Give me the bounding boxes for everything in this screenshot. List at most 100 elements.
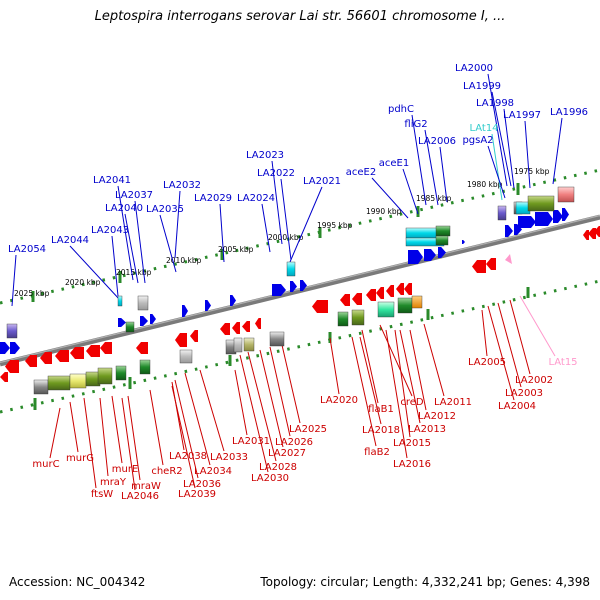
- gene-label-la2054[interactable]: LA2054: [8, 244, 46, 255]
- gene-block-purple[interactable]: [497, 205, 507, 221]
- gene-label-la2044[interactable]: LA2044: [51, 235, 89, 246]
- forward-gene-arrow[interactable]: [505, 225, 513, 237]
- gene-block-olive[interactable]: [351, 309, 365, 326]
- forward-gene-arrow[interactable]: [562, 208, 569, 221]
- gene-label-la2011[interactable]: LA2011: [434, 397, 472, 408]
- gene-block-yellow[interactable]: [69, 373, 87, 389]
- reverse-gene-arrow[interactable]: [55, 350, 69, 362]
- forward-gene-arrow[interactable]: [408, 250, 423, 264]
- gene-block-green[interactable]: [337, 311, 349, 327]
- gene-label-la2037[interactable]: LA2037: [115, 190, 153, 201]
- gene-label-la2027[interactable]: LA2027: [268, 448, 306, 459]
- gene-label-la2041[interactable]: LA2041: [93, 175, 131, 186]
- gene-block-gray[interactable]: [33, 379, 49, 395]
- gene-block-lightgray[interactable]: [137, 295, 149, 311]
- gene-block-khaki[interactable]: [243, 337, 255, 352]
- gene-block-olive[interactable]: [47, 375, 71, 391]
- gene-label-la2046[interactable]: LA2046: [121, 491, 159, 502]
- forward-gene-arrow[interactable]: [272, 284, 286, 296]
- gene-label-la1999[interactable]: LA1999: [463, 81, 501, 92]
- gene-label-mray[interactable]: mraY: [100, 477, 127, 488]
- gene-block-orange[interactable]: [411, 295, 423, 309]
- reverse-gene-arrow[interactable]: [340, 294, 350, 306]
- reverse-gene-arrow[interactable]: [386, 285, 394, 297]
- gene-label-la2006[interactable]: LA2006: [418, 136, 456, 147]
- reverse-gene-arrow[interactable]: [486, 258, 496, 270]
- gene-label-la1996[interactable]: LA1996: [550, 107, 588, 118]
- forward-gene-arrow[interactable]: [140, 316, 148, 326]
- gene-label-lat15[interactable]: LAt15: [548, 357, 577, 368]
- reverse-gene-arrow[interactable]: [70, 347, 84, 359]
- gene-label-la2038[interactable]: LA2038: [169, 451, 207, 462]
- reverse-gene-arrow[interactable]: [242, 321, 250, 332]
- reverse-gene-arrow[interactable]: [220, 323, 230, 335]
- reverse-gene-arrow[interactable]: [594, 226, 600, 237]
- gene-label-la2028[interactable]: LA2028: [259, 462, 297, 473]
- gene-label-la2040[interactable]: LA2040: [105, 203, 143, 214]
- gene-label-la2020[interactable]: LA2020: [320, 395, 358, 406]
- reverse-gene-arrow[interactable]: [376, 287, 384, 299]
- gene-label-la2003[interactable]: LA2003: [505, 388, 543, 399]
- forward-gene-arrow[interactable]: [182, 305, 188, 317]
- forward-gene-arrow[interactable]: [0, 342, 10, 354]
- gene-label-flig2[interactable]: fliG2: [404, 119, 427, 130]
- reverse-gene-arrow[interactable]: [583, 230, 589, 240]
- gene-block-salmon[interactable]: [557, 186, 575, 203]
- gene-label-la2026[interactable]: LA2026: [275, 437, 313, 448]
- gene-label-ftsw[interactable]: ftsW: [91, 489, 113, 500]
- gene-label-la2015[interactable]: LA2015: [393, 438, 431, 449]
- gene-block-cyan[interactable]: [117, 295, 123, 307]
- gene-label-la2022[interactable]: LA2022: [257, 168, 295, 179]
- gene-label-acee1[interactable]: aceE1: [379, 158, 409, 169]
- forward-gene-arrow[interactable]: [230, 295, 236, 306]
- gene-block-olive[interactable]: [527, 195, 555, 212]
- forward-gene-arrow[interactable]: [438, 247, 446, 258]
- reverse-gene-arrow[interactable]: [352, 293, 362, 305]
- gene-label-mraw[interactable]: mraW: [131, 481, 161, 492]
- gene-label-la2012[interactable]: LA2012: [418, 411, 456, 422]
- gene-label-la2029[interactable]: LA2029: [194, 193, 232, 204]
- gene-label-la1998[interactable]: LA1998: [476, 98, 514, 109]
- gene-label-la2002[interactable]: LA2002: [515, 375, 553, 386]
- gene-label-la2035[interactable]: LA2035: [146, 204, 184, 215]
- gene-label-la2031[interactable]: LA2031: [232, 436, 270, 447]
- gene-block-olive[interactable]: [97, 367, 113, 385]
- gene-label-la2000[interactable]: LA2000: [455, 63, 493, 74]
- reverse-gene-arrow[interactable]: [86, 345, 100, 357]
- forward-gene-arrow[interactable]: [10, 342, 20, 354]
- gene-label-murc[interactable]: murC: [32, 459, 59, 470]
- gene-label-la2004[interactable]: LA2004: [498, 401, 536, 412]
- gene-label-la2013[interactable]: LA2013: [408, 424, 446, 435]
- reverse-gene-arrow[interactable]: [396, 283, 404, 295]
- gene-label-la2023[interactable]: LA2023: [246, 150, 284, 161]
- gene-label-cred[interactable]: creD: [400, 397, 424, 408]
- gene-label-la1997[interactable]: LA1997: [503, 110, 541, 121]
- reverse-gene-arrow[interactable]: [404, 283, 412, 295]
- gene-label-lat14[interactable]: LAt14: [469, 123, 498, 134]
- gene-label-la2024[interactable]: LA2024: [237, 193, 275, 204]
- reverse-gene-arrow[interactable]: [0, 372, 8, 382]
- gene-block-green[interactable]: [435, 225, 451, 237]
- gene-block-purple[interactable]: [6, 323, 18, 339]
- gene-label-la2043[interactable]: LA2043: [91, 225, 129, 236]
- forward-gene-arrow[interactable]: [205, 300, 211, 311]
- gene-label-la2036[interactable]: LA2036: [183, 479, 221, 490]
- gene-label-la2021[interactable]: LA2021: [303, 176, 341, 187]
- reverse-gene-arrow[interactable]: [472, 260, 486, 273]
- gene-label-la2034[interactable]: LA2034: [194, 466, 232, 477]
- trna-marker[interactable]: [505, 254, 512, 264]
- gene-block-green[interactable]: [115, 365, 127, 381]
- gene-label-la2032[interactable]: LA2032: [163, 180, 201, 191]
- reverse-gene-arrow[interactable]: [5, 360, 19, 373]
- forward-gene-arrow[interactable]: [118, 318, 126, 327]
- gene-label-la2005[interactable]: LA2005: [468, 357, 506, 368]
- gene-label-la2025[interactable]: LA2025: [289, 424, 327, 435]
- gene-block-green[interactable]: [435, 235, 449, 246]
- gene-block-green[interactable]: [125, 321, 135, 333]
- forward-gene-arrow[interactable]: [424, 249, 436, 261]
- forward-gene-arrow[interactable]: [553, 210, 563, 223]
- gene-label-pgsa2[interactable]: pgsA2: [462, 135, 493, 146]
- gene-block-green[interactable]: [397, 297, 413, 314]
- gene-label-flab1[interactable]: flaB1: [368, 404, 394, 415]
- gene-label-la2039[interactable]: LA2039: [178, 489, 216, 500]
